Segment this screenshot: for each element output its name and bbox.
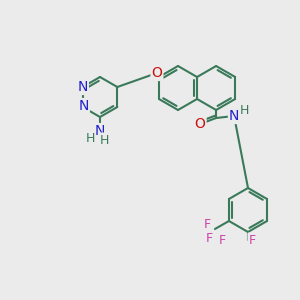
Text: O: O — [152, 66, 162, 80]
Text: F: F — [248, 233, 256, 247]
Text: N: N — [229, 109, 239, 123]
Text: H: H — [239, 104, 249, 118]
Text: N: N — [77, 80, 88, 94]
Text: F: F — [203, 218, 211, 232]
Text: H: H — [99, 134, 109, 146]
Text: O: O — [195, 117, 206, 131]
Text: F: F — [218, 235, 226, 248]
Text: F: F — [206, 232, 212, 245]
Text: H: H — [85, 133, 95, 146]
Text: N: N — [95, 124, 105, 138]
Text: N: N — [79, 99, 89, 113]
